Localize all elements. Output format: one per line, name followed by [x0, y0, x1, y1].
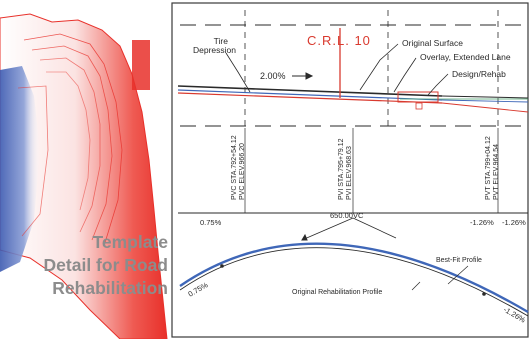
caption-line-1: Template: [92, 232, 168, 252]
vertical-curve: [179, 242, 529, 317]
grade-right-2-label: -1.26%: [502, 218, 526, 227]
grade-right-1-label: -1.26%: [470, 218, 494, 227]
original-rehab-profile-label: Original Rehabilitation Profile: [292, 289, 382, 296]
pvc-station-label: PVC STA.792+54.12: [231, 135, 238, 200]
grade-left-label: 0.75%: [200, 218, 222, 227]
grade-labels: 0.75% 650.00VC -1.26% -1.26%: [200, 211, 526, 227]
pvt-station-label: PVT STA.799+04.12: [485, 136, 492, 200]
heatmap-thumbnail: [0, 13, 168, 340]
caption: Template Detail for Road Rehabilitation: [44, 231, 168, 300]
crl-label: C.R.L. 10: [307, 33, 371, 48]
pvc-elev-label: PVC ELEV.966.20: [239, 143, 246, 200]
pvt-elev-label: PVT ELEV.964.54: [493, 144, 500, 200]
best-fit-profile-label: Best-Fit Profile: [436, 257, 482, 264]
slope-label: 2.00%: [260, 71, 286, 81]
tire-depression-label-2: Depression: [193, 45, 236, 55]
caption-line-2: Detail for Road: [43, 255, 168, 275]
profile-grade-lines: [178, 128, 528, 241]
original-surface-label: Original Surface: [402, 38, 463, 48]
vc-length-label: 650.00VC: [330, 211, 364, 220]
pvi-elev-label: PVI ELEV.968.63: [346, 146, 353, 200]
cross-section: [177, 10, 529, 127]
caption-line-3: Rehabilitation: [52, 278, 168, 298]
overlay-label: Overlay, Extended Lane: [420, 52, 511, 62]
pvi-station-label: PVI STA.795+79.12: [338, 138, 345, 200]
tire-depression-label-1: Tire: [214, 36, 229, 46]
cross-section-labels: Tire Depression C.R.L. 10 Original Surfa…: [193, 33, 511, 81]
design-rehab-label: Design/Rehab: [452, 69, 506, 79]
station-labels: PVC STA.792+54.12 PVC ELEV.966.20 PVI ST…: [231, 135, 500, 200]
